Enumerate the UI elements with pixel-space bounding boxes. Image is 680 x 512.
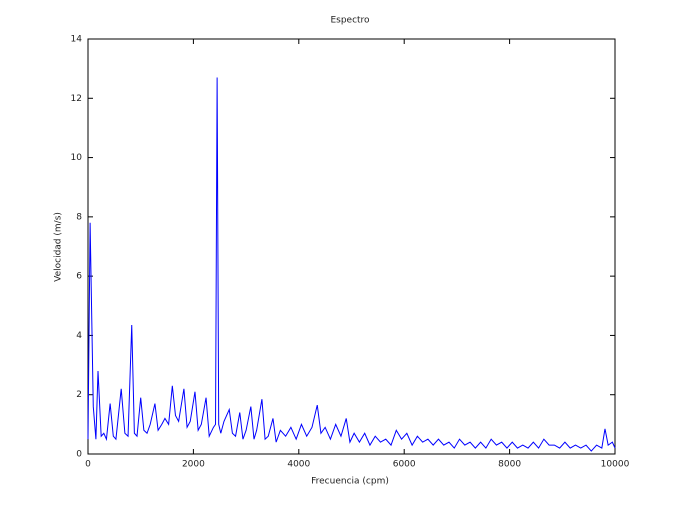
x-tick-label: 10000 <box>601 460 630 470</box>
y-tick-label: 12 <box>71 94 82 104</box>
x-tick-label: 4000 <box>287 460 310 470</box>
plot-frame <box>87 38 616 455</box>
y-tick-label: 4 <box>76 331 82 341</box>
x-tick-label: 8000 <box>498 460 521 470</box>
y-tick-label: 10 <box>71 153 83 163</box>
chart-title: Espectro <box>330 16 370 26</box>
x-tick-label: 6000 <box>393 460 416 470</box>
x-axis-label: Frecuencia (cpm) <box>311 477 389 487</box>
data-line <box>87 77 616 452</box>
y-axis-label: Velocidad (m/s) <box>54 212 64 282</box>
y-tick-label: 8 <box>76 212 82 222</box>
y-tick-label: 6 <box>76 272 82 282</box>
y-tick-label: 0 <box>76 450 82 460</box>
y-tick-label: 2 <box>76 390 82 400</box>
x-tick-label: 0 <box>85 460 91 470</box>
x-tick-label: 2000 <box>182 460 205 470</box>
y-tick-label: 14 <box>71 35 83 45</box>
